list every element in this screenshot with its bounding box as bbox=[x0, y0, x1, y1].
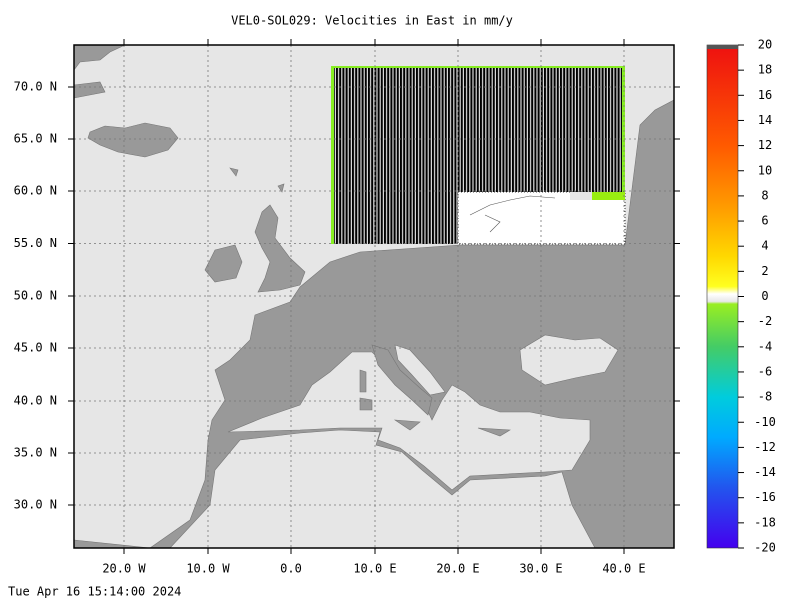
data-cell bbox=[570, 192, 592, 200]
map-area bbox=[74, 45, 674, 548]
colorbar-label: -6 bbox=[758, 364, 772, 378]
lon-label: 10.0 W bbox=[186, 562, 230, 576]
colorbar-cap bbox=[707, 45, 738, 49]
colorbar-label: -12 bbox=[754, 440, 776, 454]
colorbar-label: 14 bbox=[758, 113, 772, 127]
lon-label: 20.0 E bbox=[436, 562, 479, 576]
lon-label: 30.0 E bbox=[519, 562, 562, 576]
colorbar-label: -20 bbox=[754, 541, 776, 555]
lat-label: 30.0 N bbox=[14, 498, 57, 512]
lat-label: 45.0 N bbox=[14, 341, 57, 355]
lat-label: 35.0 N bbox=[14, 446, 57, 460]
faroe bbox=[229, 167, 285, 193]
adriatic bbox=[394, 344, 446, 396]
colorbar-label: -18 bbox=[754, 515, 776, 529]
colorbar-label: -10 bbox=[754, 415, 776, 429]
data-cell bbox=[592, 192, 625, 200]
lat-label: 70.0 N bbox=[14, 80, 57, 94]
ticks bbox=[68, 39, 680, 554]
colorbar-label: 0 bbox=[761, 289, 768, 303]
data-edge bbox=[331, 66, 625, 68]
lon-label: 20.0 W bbox=[102, 562, 146, 576]
lon-label: 40.0 E bbox=[602, 562, 645, 576]
iceland bbox=[87, 122, 179, 158]
data-edge bbox=[331, 66, 334, 244]
colorbar-label: -4 bbox=[758, 339, 772, 353]
colorbar-label: 20 bbox=[758, 38, 772, 52]
colorbar-label: -14 bbox=[754, 465, 776, 479]
greenland bbox=[74, 45, 126, 99]
colorbar-label: 10 bbox=[758, 163, 772, 177]
lat-label: 50.0 N bbox=[14, 289, 57, 303]
colorbar-label: 6 bbox=[761, 214, 768, 228]
data-gap bbox=[457, 191, 626, 245]
colorbar-label: 2 bbox=[761, 264, 768, 278]
timestamp: Tue Apr 16 15:14:00 2024 bbox=[8, 585, 181, 599]
colorbar-label: -16 bbox=[754, 490, 776, 504]
italy bbox=[371, 344, 433, 416]
data-edge bbox=[622, 66, 625, 196]
colorbar-label: 16 bbox=[758, 88, 772, 102]
colorbar-label: 8 bbox=[761, 188, 768, 202]
colorbar bbox=[706, 44, 739, 549]
lon-label: 10.0 E bbox=[353, 562, 396, 576]
black-sea bbox=[519, 334, 619, 386]
lat-label: 55.0 N bbox=[14, 236, 57, 250]
lon-label: 0.0 bbox=[280, 562, 302, 576]
colorbar-label: 18 bbox=[758, 63, 772, 77]
map-title: VEL0-SOL029: Velocities in East in mm/y bbox=[231, 14, 513, 28]
coastline bbox=[469, 195, 556, 233]
lat-label: 60.0 N bbox=[14, 184, 57, 198]
lat-label: 40.0 N bbox=[14, 394, 57, 408]
grid bbox=[74, 45, 674, 548]
data-overlay bbox=[331, 66, 626, 245]
ireland bbox=[204, 244, 243, 283]
great-britain bbox=[254, 204, 306, 293]
colorbar-label: 4 bbox=[761, 239, 768, 253]
colorbar-label: 12 bbox=[758, 138, 772, 152]
islands bbox=[359, 369, 511, 437]
colorbar-label: -8 bbox=[758, 390, 772, 404]
colorbar-label: -2 bbox=[758, 314, 772, 328]
lat-label: 65.0 N bbox=[14, 132, 57, 146]
